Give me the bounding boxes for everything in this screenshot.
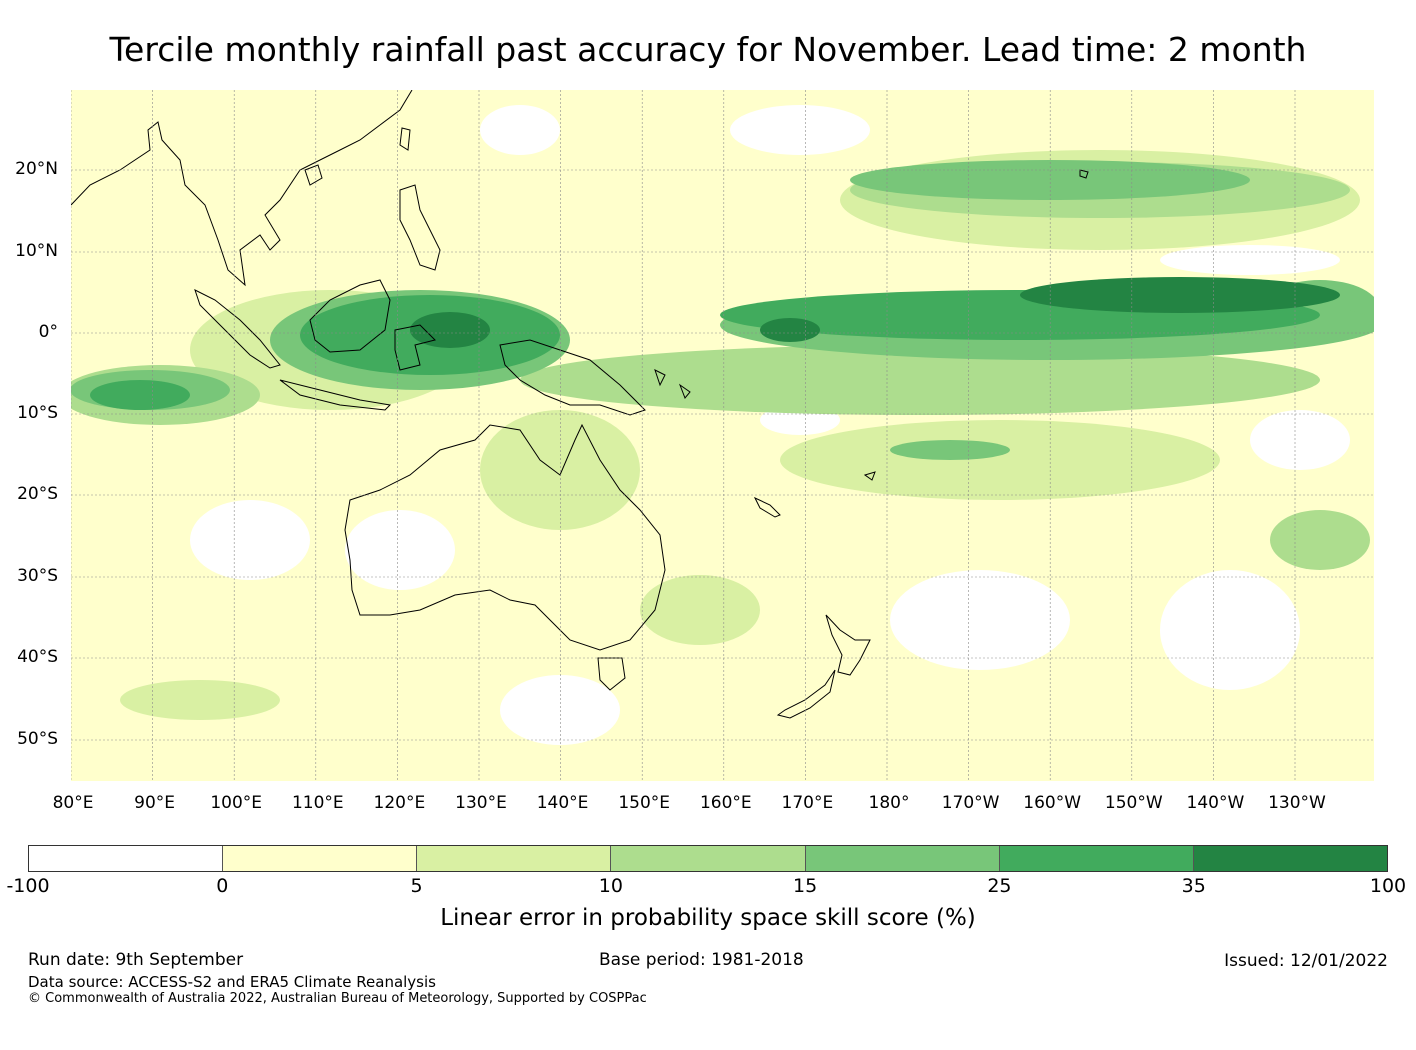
colorbar-segment: [611, 846, 806, 871]
tasmania-coastline: [597, 657, 626, 691]
map-title: Tercile monthly rainfall past accuracy f…: [109, 30, 1307, 69]
new-zealand-north-coastline: [825, 614, 871, 676]
borneo-coastline: [309, 279, 391, 353]
longitude-label: 110°E: [291, 793, 344, 813]
longitude-label: 170°W: [941, 793, 1000, 813]
new-guinea-coastline: [499, 339, 646, 416]
colorbar-segment: [29, 846, 224, 871]
colorbar-tick-label: 0: [216, 875, 229, 897]
colorbar-label: Linear error in probability space skill …: [440, 905, 976, 931]
longitude-label: 90°E: [134, 793, 176, 813]
sulawesi-coastline: [394, 324, 436, 371]
graticule: [71, 90, 1374, 781]
new-zealand-south-coastline: [776, 669, 836, 719]
skill-score-map: [71, 90, 1374, 781]
philippines-coastline: [399, 184, 441, 271]
latitude-label: 10°N: [15, 241, 58, 261]
latitude-label: 20°N: [15, 159, 58, 179]
solomon-islands-coastline: [654, 369, 691, 399]
longitude-label: 170°E: [781, 793, 834, 813]
java-coastline: [279, 379, 392, 411]
data-source: Data source: ACCESS-S2 and ERA5 Climate …: [28, 973, 436, 991]
hawaii-coastline: [1079, 169, 1089, 179]
colorbar: [28, 845, 1388, 872]
sumatra-coastline: [194, 289, 281, 369]
colorbar-tick-label: 25: [987, 875, 1012, 897]
longitude-label: 150°E: [618, 793, 671, 813]
colorbar-tick-label: 100: [1369, 875, 1407, 897]
issued-date: Issued: 12/01/2022: [1224, 951, 1388, 971]
longitude-label: 130°E: [455, 793, 507, 813]
base-period: Base period: 1981-2018: [599, 950, 804, 970]
colorbar-tick-label: 35: [1181, 875, 1206, 897]
skill-bands: [71, 150, 1374, 720]
latitude-label: 10°S: [17, 403, 58, 423]
longitude-label: 150°W: [1104, 793, 1163, 813]
longitude-label: 100°E: [210, 793, 263, 813]
latitude-label: 20°S: [17, 484, 58, 504]
fiji-coastline: [863, 471, 876, 481]
longitude-label: 140°W: [1186, 793, 1245, 813]
asia-coastline: [71, 90, 413, 287]
colorbar-segment: [999, 846, 1194, 871]
australia-coastline: [344, 423, 666, 651]
colorbar-segment: [805, 846, 1000, 871]
coastlines: [71, 90, 1089, 719]
colorbar-segment: [1193, 846, 1387, 871]
run-date: Run date: 9th September: [28, 950, 244, 970]
longitude-label: 80°E: [52, 793, 94, 813]
longitude-label: 160°E: [699, 793, 752, 813]
colorbar-tick-label: 15: [793, 875, 818, 897]
new-caledonia-coastline: [753, 496, 781, 518]
longitude-label: 120°E: [373, 793, 426, 813]
latitude-label: 50°S: [17, 729, 58, 749]
copyright: © Commonwealth of Australia 2022, Austra…: [28, 991, 647, 1006]
colorbar-tick-label: -100: [6, 875, 50, 897]
latitude-label: 30°S: [17, 566, 58, 586]
colorbar-tick-label: 10: [598, 875, 623, 897]
longitude-label: 160°W: [1023, 793, 1082, 813]
colorbar-tick-label: 5: [410, 875, 423, 897]
low-skill-areas: [190, 105, 1350, 745]
hainan-coastline: [304, 164, 323, 186]
longitude-label: 180°: [868, 793, 910, 813]
latitude-label: 40°S: [17, 647, 58, 667]
colorbar-segment: [417, 846, 612, 871]
taiwan-coastline: [399, 127, 411, 151]
latitude-label: 0°: [38, 322, 58, 342]
longitude-label: 130°W: [1268, 793, 1326, 813]
colorbar-segment: [223, 846, 418, 871]
longitude-label: 140°E: [536, 793, 589, 813]
